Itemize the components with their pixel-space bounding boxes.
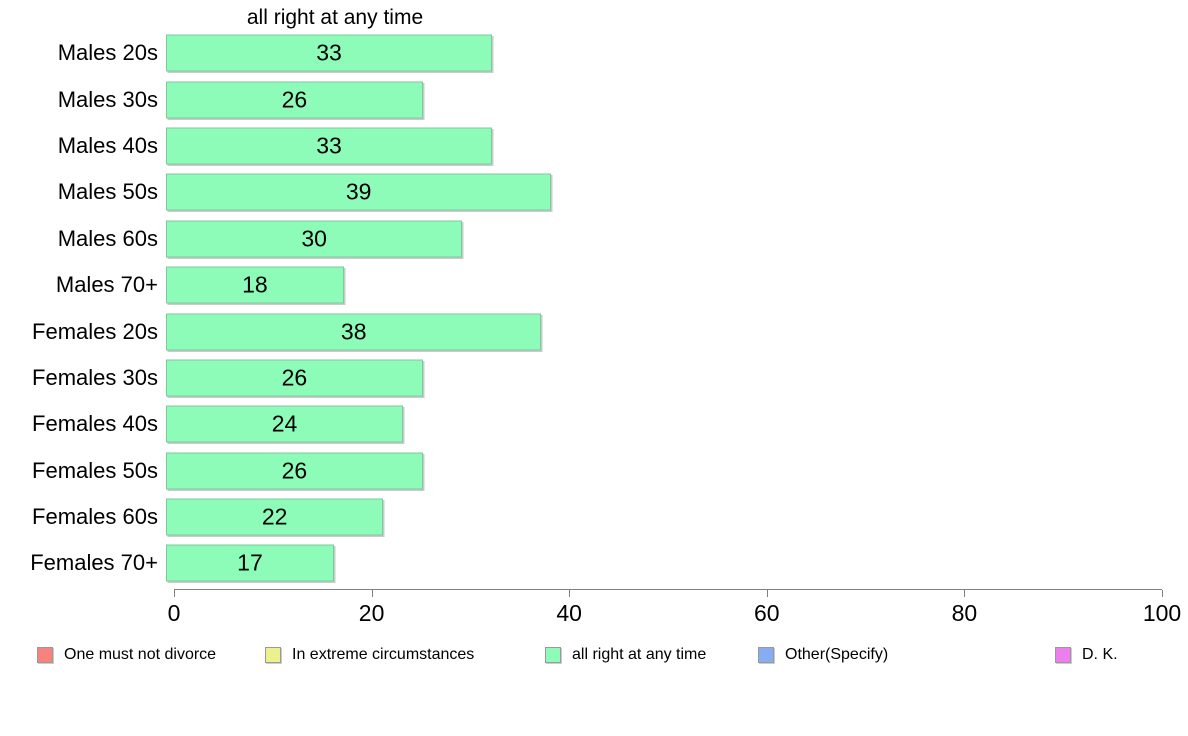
x-axis-tick-label: 40	[556, 600, 582, 626]
bar-value-label: 26	[281, 86, 308, 113]
bar: 38	[166, 313, 542, 351]
bar-area: 33	[166, 30, 1154, 76]
bar: 39	[166, 173, 552, 211]
bar-row: Males 70+ 18	[0, 262, 1162, 308]
bar-value-label: 33	[316, 39, 342, 66]
legend-label: D. K.	[1082, 646, 1118, 663]
bar-value-label: 39	[345, 178, 372, 205]
legend-swatch	[37, 647, 53, 663]
legend-item: all right at any time	[545, 646, 706, 664]
bar-area: 24	[166, 401, 1154, 447]
bar-value-label: 24	[271, 410, 298, 437]
category-label: Males 40s	[57, 132, 158, 158]
x-axis-tick	[766, 590, 768, 597]
x-axis-tick	[371, 590, 373, 597]
bar-area: 17	[166, 540, 1154, 586]
category-label: Females 20s	[32, 318, 158, 344]
category-label: Males 30s	[57, 86, 158, 112]
bar-area: 30	[166, 216, 1154, 262]
x-axis: 0 20 40 60 80 100	[168, 589, 1181, 626]
bar-row: Males 30s 26	[0, 76, 1162, 122]
legend-item: In extreme circumstances	[265, 646, 474, 664]
category-label: Females 60s	[32, 504, 158, 530]
x-axis-tick	[569, 590, 571, 597]
bar-area: 39	[166, 169, 1154, 215]
bar-row: Males 60s 30	[0, 216, 1162, 262]
bar-area: 26	[166, 76, 1154, 122]
bar-value-label: 26	[281, 457, 308, 484]
plot-area: Males 20s 33 Males 30s 26 Males 40s 33 Males 5…	[0, 30, 1162, 587]
x-axis-tick	[1162, 590, 1163, 597]
bar: 17	[166, 544, 334, 582]
category-label: Females 70+	[30, 550, 158, 576]
bar: 18	[166, 266, 344, 304]
x-axis-tick-label: 100	[1142, 600, 1182, 626]
x-axis-tick-label: 0	[167, 600, 181, 626]
legend-swatch	[265, 647, 281, 663]
x-axis-tick-label: 80	[951, 600, 978, 626]
bar: 30	[166, 220, 463, 258]
bar: 26	[166, 359, 423, 397]
bar: 24	[166, 405, 404, 443]
bar-value-label: 17	[237, 549, 263, 576]
chart-title: all right at any time	[246, 6, 424, 29]
bar-area: 22	[166, 494, 1154, 540]
bar-row: Females 50s 26	[0, 448, 1162, 494]
bar-value-label: 33	[316, 132, 342, 159]
legend-swatch	[1055, 647, 1071, 663]
bar-area: 38	[166, 308, 1154, 354]
legend-label: In extreme circumstances	[292, 646, 475, 663]
bar-value-label: 26	[281, 364, 308, 391]
legend-label: all right at any time	[572, 646, 707, 663]
x-axis-tick	[964, 590, 966, 597]
legend-label: One must not divorce	[64, 646, 217, 663]
legend-item: D. K.	[1055, 646, 1118, 664]
bar-row: Females 40s 24	[0, 401, 1162, 447]
legend-swatch	[758, 647, 774, 663]
x-axis-tick	[174, 590, 175, 597]
legend-label: Other(Specify)	[785, 646, 889, 663]
category-label: Males 20s	[57, 40, 158, 66]
category-label: Females 50s	[32, 457, 158, 483]
legend-item: One must not divorce	[37, 646, 216, 664]
bar-value-label: 22	[261, 503, 288, 530]
bar-area: 18	[166, 262, 1154, 308]
bar-row: Males 40s 33	[0, 123, 1162, 169]
bar-row: Females 70+ 17	[0, 540, 1162, 586]
bar: 26	[166, 81, 423, 119]
category-label: Females 30s	[32, 364, 158, 390]
category-label: Females 40s	[32, 411, 158, 437]
bar-area: 26	[166, 448, 1154, 494]
bar-area: 26	[166, 355, 1154, 401]
bar-value-label: 30	[301, 225, 327, 252]
x-axis-tick-label: 60	[754, 600, 780, 626]
bar: 26	[166, 452, 423, 490]
bar: 22	[166, 498, 384, 536]
legend-swatch	[545, 647, 561, 663]
legend-item: Other(Specify)	[758, 646, 888, 664]
bar-row: Males 50s 39	[0, 169, 1162, 215]
bar-value-label: 18	[242, 271, 268, 298]
bar-area: 33	[166, 123, 1154, 169]
category-label: Males 50s	[57, 179, 158, 205]
bar: 33	[166, 127, 493, 165]
bar-value-label: 38	[340, 318, 367, 345]
bar-row: Females 30s 26	[0, 355, 1162, 401]
category-label: Males 60s	[57, 225, 158, 251]
bar: 33	[166, 34, 493, 72]
bar-row: Males 20s 33	[0, 30, 1162, 76]
legend: One must not divorce In extreme circumsta…	[0, 646, 1188, 670]
bar-row: Females 20s 38	[0, 308, 1162, 354]
category-label: Males 70+	[55, 272, 158, 298]
x-axis-tick-label: 20	[358, 600, 385, 626]
bar-row: Females 60s 22	[0, 494, 1162, 540]
